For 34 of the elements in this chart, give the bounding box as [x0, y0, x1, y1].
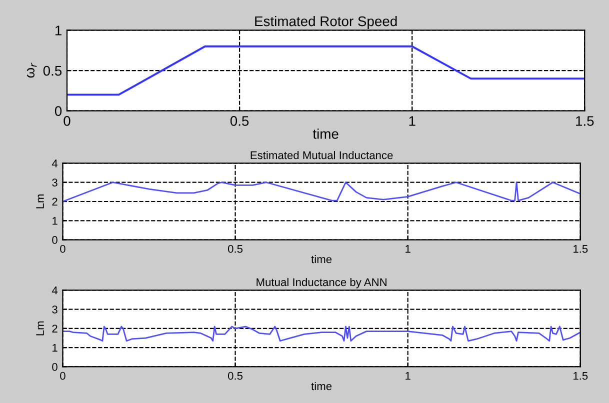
chart-title: Estimated Mutual Inductance — [250, 150, 393, 160]
x-axis-title: time — [311, 255, 332, 264]
y-tick-label: 4 — [52, 286, 58, 294]
y-tick-label: 2 — [52, 198, 58, 206]
chart-title: Mutual Inductance by ANN — [256, 278, 386, 288]
y-tick-label: 0.5 — [43, 66, 62, 76]
y-tick-label: 3 — [52, 178, 58, 186]
y-axis-title: Lm — [36, 194, 44, 208]
y-tick-label: 1 — [52, 217, 58, 225]
y-tick-label: 0 — [54, 106, 62, 116]
chart-title: Estimated Rotor Speed — [255, 16, 397, 29]
x-tick-label: 1 — [406, 372, 410, 380]
y-tick-label: 1 — [52, 344, 58, 352]
x-tick-label: 0.5 — [230, 116, 249, 126]
x-axis-title: time — [312, 128, 338, 139]
x-tick-label: 0 — [64, 116, 70, 126]
y-axis-title: Lm — [36, 321, 44, 336]
x-tick-label: 0.5 — [228, 372, 243, 380]
y-tick-label: 2 — [52, 324, 58, 332]
x-tick-label: 1.5 — [576, 116, 594, 126]
x-tick-label: 1 — [406, 245, 410, 253]
y-tick-label: 1 — [55, 26, 62, 36]
y-axis-title: ω$_{r}$ — [26, 62, 37, 78]
line-series — [62, 182, 580, 202]
x-axis-title: time — [311, 382, 332, 390]
x-tick-label: 1 — [409, 116, 416, 126]
y-tick-label: 0 — [52, 362, 58, 371]
y-tick-label: 3 — [52, 306, 58, 314]
x-tick-label: 1.5 — [574, 372, 588, 380]
y-tick-label: 4 — [52, 160, 58, 168]
y-tick-label: 0 — [52, 236, 58, 244]
x-tick-label: 1.5 — [574, 245, 588, 253]
line-series — [62, 326, 580, 342]
x-tick-label: 0.5 — [228, 244, 243, 253]
